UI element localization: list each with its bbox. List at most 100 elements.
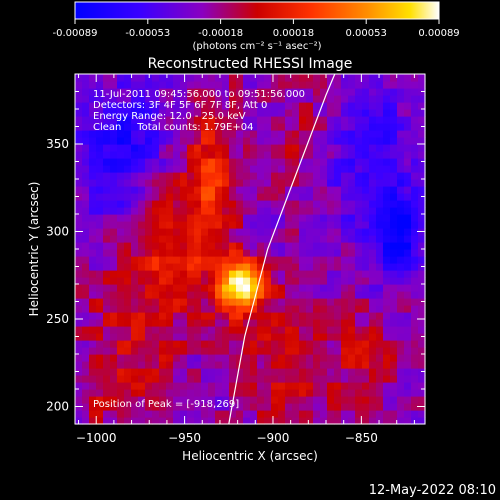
heatmap-cell bbox=[341, 137, 349, 145]
heatmap-cell bbox=[166, 200, 174, 208]
heatmap-cell bbox=[145, 81, 153, 89]
heatmap-cell bbox=[299, 403, 307, 411]
heatmap-cell bbox=[264, 235, 272, 243]
heatmap-cell bbox=[362, 340, 370, 348]
heatmap-cell bbox=[131, 403, 139, 411]
heatmap-cell bbox=[418, 319, 426, 327]
heatmap-cell bbox=[376, 298, 384, 306]
heatmap-cell bbox=[376, 347, 384, 355]
heatmap-cell bbox=[313, 396, 321, 404]
heatmap-cell bbox=[257, 417, 265, 425]
heatmap-cell bbox=[348, 102, 356, 110]
heatmap-cell bbox=[173, 284, 181, 292]
heatmap-cell bbox=[229, 333, 237, 341]
heatmap-cell bbox=[215, 284, 223, 292]
heatmap-cell bbox=[117, 319, 125, 327]
heatmap-cell bbox=[117, 116, 125, 124]
heatmap-cell bbox=[110, 396, 118, 404]
heatmap-cell bbox=[173, 354, 181, 362]
heatmap-cell bbox=[215, 361, 223, 369]
heatmap-cell bbox=[166, 263, 174, 271]
heatmap-cell bbox=[404, 389, 412, 397]
heatmap-cell bbox=[131, 74, 139, 82]
heatmap-cell bbox=[152, 109, 160, 117]
heatmap-cell bbox=[145, 193, 153, 201]
heatmap-cell bbox=[110, 312, 118, 320]
heatmap-cell bbox=[131, 291, 139, 299]
heatmap-cell bbox=[243, 249, 251, 257]
heatmap-cell bbox=[208, 221, 216, 229]
heatmap-cell bbox=[397, 214, 405, 222]
heatmap-cell bbox=[96, 326, 104, 334]
heatmap-cell bbox=[348, 123, 356, 131]
heatmap-cell bbox=[362, 81, 370, 89]
heatmap-cell bbox=[292, 151, 300, 159]
heatmap-cell bbox=[229, 270, 237, 278]
heatmap-cell bbox=[89, 221, 97, 229]
heatmap-cell bbox=[243, 368, 251, 376]
heatmap-cell bbox=[327, 291, 335, 299]
heatmap-cell bbox=[376, 74, 384, 82]
heatmap-cell bbox=[103, 158, 111, 166]
heatmap-cell bbox=[278, 368, 286, 376]
heatmap-cell bbox=[264, 74, 272, 82]
heatmap-cell bbox=[229, 340, 237, 348]
heatmap-cell bbox=[187, 228, 195, 236]
heatmap-cell bbox=[369, 417, 377, 425]
heatmap-cell bbox=[299, 249, 307, 257]
heatmap-cell bbox=[236, 144, 244, 152]
heatmap-cell bbox=[250, 186, 258, 194]
heatmap-cell bbox=[369, 326, 377, 334]
heatmap-cell bbox=[208, 417, 216, 425]
heatmap-cell bbox=[103, 347, 111, 355]
heatmap-cell bbox=[194, 333, 202, 341]
heatmap-cell bbox=[208, 249, 216, 257]
heatmap-cell bbox=[278, 186, 286, 194]
heatmap-cell bbox=[89, 291, 97, 299]
heatmap-cell bbox=[376, 270, 384, 278]
heatmap-cell bbox=[320, 207, 328, 215]
heatmap-cell bbox=[299, 186, 307, 194]
heatmap-cell bbox=[285, 221, 293, 229]
heatmap-cell bbox=[215, 354, 223, 362]
heatmap-cell bbox=[222, 368, 230, 376]
heatmap-cell bbox=[236, 410, 244, 418]
heatmap-cell bbox=[131, 340, 139, 348]
heatmap-cell bbox=[82, 109, 90, 117]
heatmap-cell bbox=[264, 228, 272, 236]
heatmap-cell bbox=[166, 74, 174, 82]
heatmap-cell bbox=[145, 347, 153, 355]
heatmap-cell bbox=[313, 74, 321, 82]
heatmap-cell bbox=[124, 242, 132, 250]
heatmap-cell bbox=[166, 347, 174, 355]
heatmap-cell bbox=[243, 221, 251, 229]
heatmap-cell bbox=[173, 368, 181, 376]
heatmap-cell bbox=[334, 179, 342, 187]
heatmap-cell bbox=[229, 144, 237, 152]
heatmap-cell bbox=[180, 389, 188, 397]
heatmap-cell bbox=[257, 389, 265, 397]
heatmap-cell bbox=[411, 95, 419, 103]
heatmap-cell bbox=[180, 375, 188, 383]
heatmap-cell bbox=[124, 207, 132, 215]
colorbar-tick-label: -0.00053 bbox=[125, 28, 170, 39]
heatmap-cell bbox=[187, 368, 195, 376]
heatmap-cell bbox=[145, 130, 153, 138]
annotation-line: 11-Jul-2011 09:45:56.000 to 09:51:56.000 bbox=[93, 89, 305, 100]
heatmap-cell bbox=[145, 256, 153, 264]
heatmap-cell bbox=[89, 235, 97, 243]
heatmap-cell bbox=[236, 116, 244, 124]
heatmap-cell bbox=[355, 410, 363, 418]
heatmap-cell bbox=[355, 291, 363, 299]
heatmap-cell bbox=[243, 361, 251, 369]
heatmap-cell bbox=[166, 158, 174, 166]
heatmap-cell bbox=[124, 95, 132, 103]
heatmap-cell bbox=[285, 291, 293, 299]
heatmap-cell bbox=[306, 403, 314, 411]
heatmap-cell bbox=[299, 389, 307, 397]
colorbar-tick-label: -0.00089 bbox=[53, 28, 98, 39]
heatmap-cell bbox=[411, 130, 419, 138]
heatmap-cell bbox=[404, 284, 412, 292]
heatmap-cell bbox=[103, 228, 111, 236]
heatmap-cell bbox=[103, 172, 111, 180]
